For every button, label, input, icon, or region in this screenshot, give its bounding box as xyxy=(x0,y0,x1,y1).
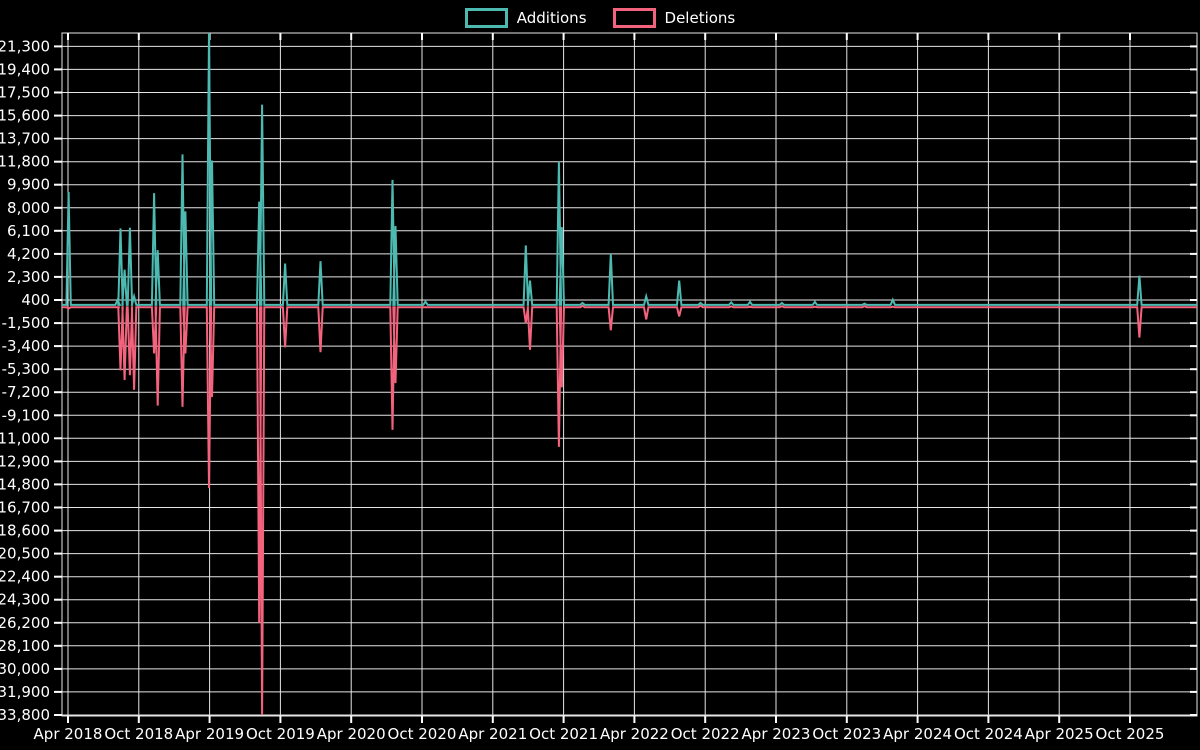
legend-item-additions[interactable]: Additions xyxy=(464,8,587,28)
additions-legend-swatch xyxy=(464,8,508,28)
x-tick-label: Oct 2024 xyxy=(954,725,1023,743)
y-tick-label: 9,900 xyxy=(7,176,50,194)
legend-item-deletions[interactable]: Deletions xyxy=(612,8,736,28)
y-tick-label: -24,300 xyxy=(0,591,50,609)
additions-legend-label: Additions xyxy=(516,9,587,27)
x-tick-label: Oct 2022 xyxy=(671,725,740,743)
y-tick-label: -7,200 xyxy=(2,383,50,401)
y-tick-label: 13,700 xyxy=(0,130,50,148)
y-tick-label: 4,200 xyxy=(7,245,50,263)
y-tick-label: 15,600 xyxy=(0,107,50,125)
y-tick-label: -26,200 xyxy=(0,614,50,632)
y-tick-label: -5,300 xyxy=(2,360,50,378)
x-tick-label: Apr 2021 xyxy=(458,725,527,743)
x-tick-label: Apr 2023 xyxy=(742,725,811,743)
y-tick-label: -16,700 xyxy=(0,499,50,517)
y-tick-label: -28,100 xyxy=(0,637,50,655)
y-tick-label: 2,300 xyxy=(7,268,50,286)
y-tick-label: -20,500 xyxy=(0,545,50,563)
x-tick-label: Apr 2025 xyxy=(1025,725,1094,743)
x-tick-label: Oct 2020 xyxy=(388,725,457,743)
deletions-legend-label: Deletions xyxy=(664,9,736,27)
y-tick-label: -31,900 xyxy=(0,683,50,701)
x-tick-label: Apr 2018 xyxy=(34,725,103,743)
x-tick-label: Apr 2020 xyxy=(317,725,386,743)
y-tick-label: 17,500 xyxy=(0,84,50,102)
plot-border xyxy=(61,32,1198,717)
y-tick-label: -14,800 xyxy=(0,475,50,493)
x-tick-label: Apr 2022 xyxy=(600,725,669,743)
x-tick-label: Oct 2019 xyxy=(246,725,315,743)
x-tick-label: Oct 2018 xyxy=(104,725,173,743)
axis-ticks xyxy=(54,33,1197,723)
additions-line xyxy=(62,33,1197,306)
chart-legend: Additions Deletions xyxy=(0,8,1200,28)
x-tick-label: Apr 2024 xyxy=(883,725,952,743)
y-tick-label: -9,100 xyxy=(2,406,50,424)
y-tick-label: -12,900 xyxy=(0,452,50,470)
y-tick-label: -30,000 xyxy=(0,660,50,678)
data-series xyxy=(62,33,1197,716)
y-tick-label: -18,600 xyxy=(0,522,50,540)
y-tick-label: -3,400 xyxy=(2,337,50,355)
x-tick-label: Oct 2023 xyxy=(812,725,881,743)
y-tick-label: 19,400 xyxy=(0,60,50,78)
gridlines xyxy=(62,33,1197,716)
y-tick-label: 400 xyxy=(21,291,50,309)
y-tick-label: 21,300 xyxy=(0,37,50,55)
deletions-legend-swatch xyxy=(612,8,656,28)
y-tick-label: -33,800 xyxy=(0,706,50,724)
y-tick-label: 6,100 xyxy=(7,222,50,240)
y-tick-label: -11,000 xyxy=(0,429,50,447)
y-axis-labels: 21,300 19,400 17,500 15,600 13,700 11,800 9,90… xyxy=(0,37,50,724)
y-tick-label: -22,400 xyxy=(0,568,50,586)
x-tick-label: Apr 2019 xyxy=(175,725,244,743)
y-tick-label: 11,800 xyxy=(0,153,50,171)
y-tick-label: -1,500 xyxy=(2,314,50,332)
x-axis-labels: Apr 2018 Oct 2018 Apr 2019 Oct 2019 Apr 2020… xyxy=(34,725,1165,743)
x-tick-label: Oct 2025 xyxy=(1096,725,1165,743)
y-tick-label: 8,000 xyxy=(7,199,50,217)
x-tick-label: Oct 2021 xyxy=(529,725,598,743)
deletions-line xyxy=(62,304,1197,716)
